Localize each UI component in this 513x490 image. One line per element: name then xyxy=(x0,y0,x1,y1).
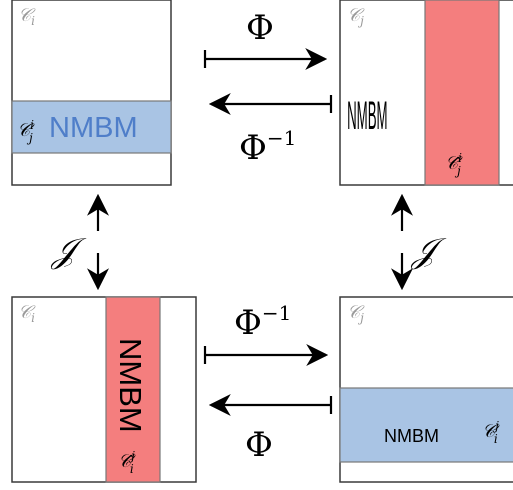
left-vertical-arrows: 𝒥 xyxy=(50,193,109,291)
box-top-left: 𝒞i 𝒞i j NMBM xyxy=(11,0,172,186)
right-vertical-arrows: 𝒥 xyxy=(391,193,447,291)
phi-top: Φ xyxy=(246,8,274,48)
blue-strip-bottom xyxy=(339,387,513,463)
nmbm-rotated-text: NMBM xyxy=(113,338,148,433)
box-bottom-left: 𝒞i NMBM 𝒞̂j i xyxy=(11,296,197,483)
box-bottom-right: 𝒞j NMBM 𝒞j i xyxy=(339,296,513,483)
label-ci-j: 𝒞i j xyxy=(17,118,35,145)
svg-text:NMBM: NMBM xyxy=(347,94,387,138)
nmbm-stretched-vertical: NMBM xyxy=(347,94,387,138)
blue-strip-horizontal xyxy=(11,100,172,154)
script-j-right: 𝒥 xyxy=(410,231,447,271)
nmbm-stretched-horizontal: NMBM xyxy=(384,426,439,446)
svg-text:NMBM: NMBM xyxy=(384,426,439,446)
phi-inverse-bottom: Φ−1 xyxy=(234,301,291,343)
script-j-left: 𝒥 xyxy=(50,231,87,271)
top-arrows: Φ Φ−1 xyxy=(203,8,333,168)
box-top-right: 𝒞j NMBM 𝒞̂i j xyxy=(339,0,513,186)
red-strip-bottom xyxy=(105,296,161,483)
nmbm-text-top-left: NMBM xyxy=(49,112,138,144)
label-ci-j-bottom: 𝒞j i xyxy=(482,419,500,446)
label-chat-i-j: 𝒞̂i j xyxy=(445,151,463,178)
bottom-arrows: Φ−1 Φ xyxy=(203,301,333,465)
phi-bottom: Φ xyxy=(245,425,273,465)
phi-inverse-top: Φ−1 xyxy=(239,126,296,168)
label-chat-j-i: 𝒞̂j i xyxy=(118,449,136,476)
red-strip-vertical xyxy=(424,0,500,186)
